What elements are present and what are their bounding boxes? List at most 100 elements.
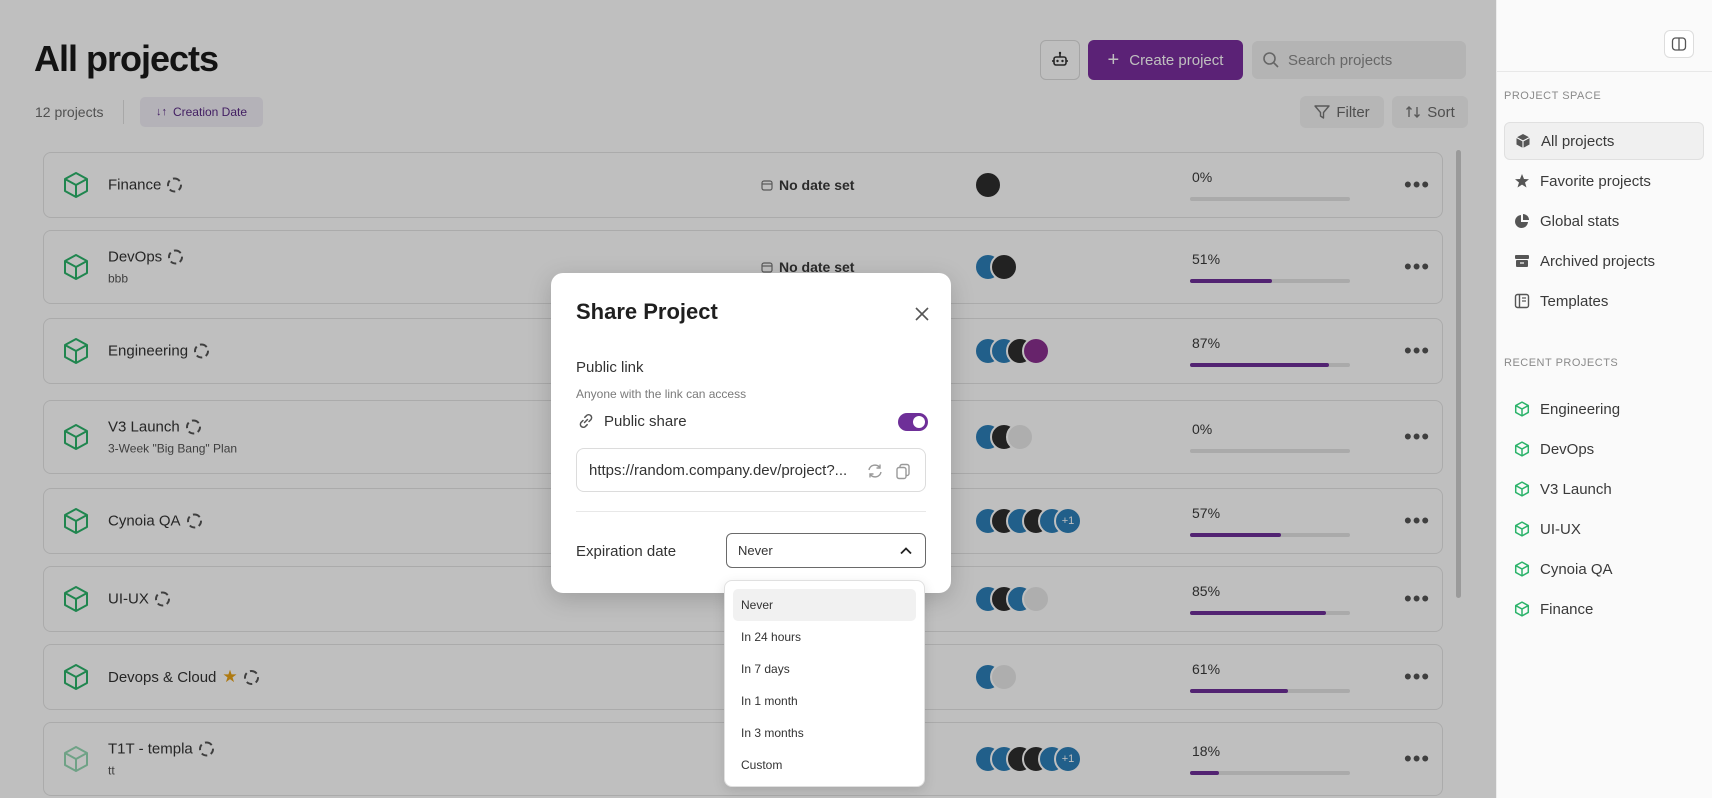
- sidebar-item-archived-projects[interactable]: Archived projects: [1504, 242, 1704, 280]
- project-due-date[interactable]: No date set: [761, 177, 854, 193]
- recent-project-item[interactable]: Finance: [1504, 590, 1704, 628]
- close-button[interactable]: [911, 303, 933, 325]
- project-count: 12 projects: [35, 104, 104, 120]
- project-row[interactable]: DevOps bbb No date set 51% •••: [43, 230, 1443, 304]
- sidebar-item-label: Archived projects: [1540, 252, 1656, 270]
- project-name[interactable]: DevOps: [108, 248, 163, 266]
- recent-project-label: Cynoia QA: [1540, 560, 1613, 578]
- member-avatars[interactable]: [974, 171, 1002, 199]
- project-description: bbb: [108, 271, 129, 286]
- more-options-icon[interactable]: •••: [1404, 508, 1431, 533]
- recent-project-label: Engineering: [1540, 400, 1621, 418]
- project-name-block: DevOps bbb: [108, 248, 184, 286]
- project-row[interactable]: Finance No date set 0% •••: [43, 152, 1443, 218]
- more-options-icon[interactable]: •••: [1404, 746, 1431, 771]
- more-options-icon[interactable]: •••: [1404, 424, 1431, 449]
- project-name[interactable]: Finance: [108, 176, 162, 194]
- sidebar-item-favorite-projects[interactable]: Favorite projects: [1504, 162, 1704, 200]
- project-description: 3-Week "Big Bang" Plan: [108, 441, 238, 456]
- favorite-star-icon[interactable]: ★: [222, 667, 238, 686]
- search-input[interactable]: [1288, 51, 1448, 69]
- project-cube-icon: [62, 585, 90, 613]
- expiration-option[interactable]: In 7 days: [741, 662, 790, 676]
- more-options-icon[interactable]: •••: [1404, 586, 1431, 611]
- project-name[interactable]: Cynoia QA: [108, 512, 181, 530]
- recent-project-label: DevOps: [1540, 440, 1595, 458]
- copy-icon: [896, 463, 910, 480]
- member-avatars[interactable]: [974, 423, 1034, 451]
- progress-percent: 57%: [1192, 505, 1221, 521]
- member-avatars[interactable]: +1: [974, 507, 1082, 535]
- project-name[interactable]: T1T - templa: [108, 740, 193, 758]
- public-share-label: Public share: [604, 412, 687, 430]
- search-icon: [1263, 52, 1279, 68]
- more-options-icon[interactable]: •••: [1404, 664, 1431, 689]
- project-cube-icon: [1514, 481, 1530, 497]
- recent-project-item[interactable]: Engineering: [1504, 390, 1704, 428]
- more-options-icon[interactable]: •••: [1404, 172, 1431, 197]
- expiration-option[interactable]: Custom: [741, 758, 783, 772]
- progress-bar: [1190, 533, 1350, 537]
- expiration-select[interactable]: Never: [726, 533, 926, 568]
- progress-percent: 87%: [1192, 335, 1221, 351]
- sidebar-toggle-button[interactable]: [1664, 30, 1694, 58]
- project-due-date[interactable]: No date set: [761, 259, 854, 275]
- recent-project-item[interactable]: DevOps: [1504, 430, 1704, 468]
- search-box[interactable]: [1252, 41, 1466, 79]
- member-avatars[interactable]: [974, 337, 1050, 365]
- more-options-icon[interactable]: •••: [1404, 338, 1431, 363]
- member-avatars[interactable]: [974, 253, 1018, 281]
- status-spinner-icon: [198, 741, 214, 757]
- recent-project-item[interactable]: V3 Launch: [1504, 470, 1704, 508]
- expiration-option[interactable]: In 1 month: [741, 694, 798, 708]
- sort-chip[interactable]: ↓↑ Creation Date: [140, 97, 263, 127]
- project-cube-icon: [62, 337, 90, 365]
- filter-label: Filter: [1336, 103, 1370, 121]
- public-link-help: Anyone with the link can access: [576, 387, 747, 401]
- progress-bar-fill: [1190, 533, 1282, 537]
- more-members-badge[interactable]: +1: [1054, 507, 1082, 535]
- progress-bar: [1190, 197, 1350, 201]
- recent-project-label: UI-UX: [1540, 520, 1581, 538]
- avatar: [990, 253, 1018, 281]
- expiration-option[interactable]: In 3 months: [741, 726, 804, 740]
- more-members-badge[interactable]: +1: [1054, 745, 1082, 773]
- sort-label: Sort: [1427, 103, 1455, 121]
- public-share-toggle[interactable]: [898, 413, 928, 431]
- star-icon: [1514, 173, 1530, 189]
- filter-button[interactable]: Filter: [1300, 96, 1384, 128]
- sidebar-item-templates[interactable]: Templates: [1504, 282, 1704, 320]
- member-avatars[interactable]: [974, 663, 1018, 691]
- copy-link-button[interactable]: [893, 461, 913, 481]
- sidebar-item-global-stats[interactable]: Global stats: [1504, 202, 1704, 240]
- member-avatars[interactable]: [974, 585, 1050, 613]
- create-project-button[interactable]: + Create project: [1088, 40, 1243, 80]
- sidebar-item-label: All projects: [1541, 132, 1615, 150]
- sidebar-item-label: Favorite projects: [1540, 172, 1651, 190]
- project-name[interactable]: V3 Launch: [108, 418, 180, 436]
- expiration-option[interactable]: Never: [733, 589, 916, 621]
- sort-button[interactable]: Sort: [1392, 96, 1468, 128]
- sidebar-item-all-projects[interactable]: All projects: [1504, 122, 1704, 160]
- member-avatars[interactable]: +1: [974, 745, 1082, 773]
- ai-assistant-button[interactable]: [1040, 40, 1080, 80]
- progress-bar: [1190, 771, 1350, 775]
- regenerate-link-button[interactable]: [865, 461, 885, 481]
- scrollbar[interactable]: [1456, 150, 1461, 598]
- project-name[interactable]: UI-UX: [108, 590, 149, 608]
- progress-bar-fill: [1190, 771, 1219, 775]
- project-name-block: V3 Launch 3-Week "Big Bang" Plan: [108, 419, 237, 456]
- share-link-field[interactable]: https://random.company.dev/project?...: [576, 448, 926, 492]
- link-icon: [579, 413, 593, 429]
- progress-percent: 61%: [1192, 661, 1221, 677]
- calendar-icon: [761, 262, 773, 273]
- project-name[interactable]: Engineering: [108, 342, 189, 360]
- status-spinner-icon: [186, 513, 202, 529]
- recent-project-item[interactable]: Cynoia QA: [1504, 550, 1704, 588]
- more-options-icon[interactable]: •••: [1404, 254, 1431, 279]
- sort-chip-label: Creation Date: [172, 105, 248, 119]
- project-name[interactable]: Devops & Cloud: [108, 668, 217, 686]
- recent-project-item[interactable]: UI-UX: [1504, 510, 1704, 548]
- expiration-option[interactable]: In 24 hours: [741, 630, 802, 644]
- project-name-block: Finance: [108, 176, 183, 194]
